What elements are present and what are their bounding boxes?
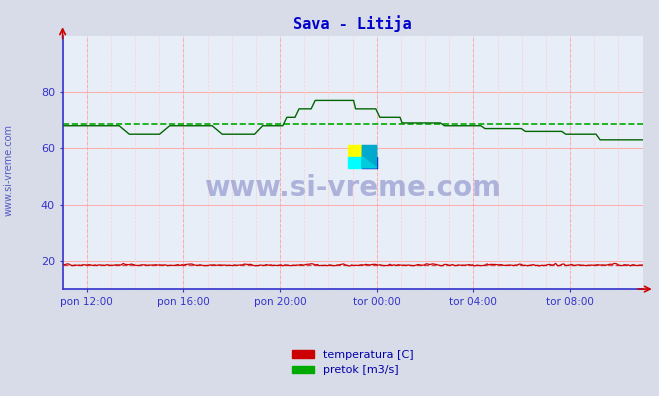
Polygon shape: [348, 157, 362, 168]
Title: Sava - Litija: Sava - Litija: [293, 15, 412, 32]
Legend: temperatura [C], pretok [m3/s]: temperatura [C], pretok [m3/s]: [287, 345, 418, 380]
Polygon shape: [362, 157, 377, 168]
Bar: [362, 157, 377, 168]
Text: www.si-vreme.com: www.si-vreme.com: [3, 124, 14, 216]
Text: www.si-vreme.com: www.si-vreme.com: [204, 174, 501, 202]
Polygon shape: [362, 145, 377, 168]
Bar: [348, 145, 362, 157]
